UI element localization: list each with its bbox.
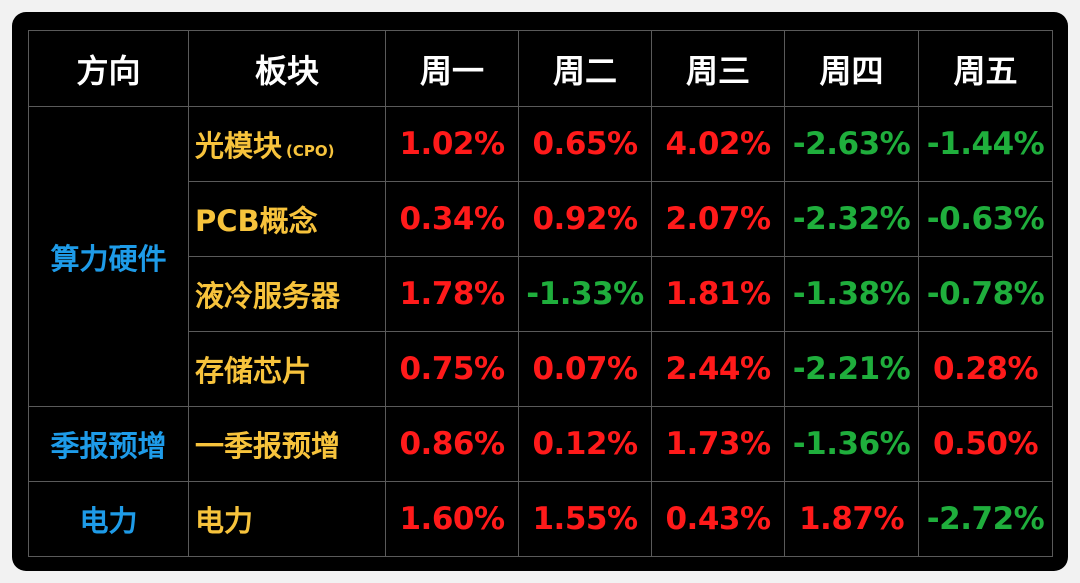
value-cell: 1.55% (518, 481, 652, 557)
value-cell: -2.72% (918, 481, 1053, 557)
sector-cell: 电力 (188, 481, 386, 557)
data-row: 液冷服务器 1.78% -1.33% 1.81% -1.38% -0.78% (29, 256, 1053, 332)
group-cell: 电力 (28, 481, 189, 557)
value-cell: 2.44% (651, 331, 785, 407)
sector-cell: PCB概念 (188, 181, 386, 257)
header-row: 方向 板块 周一 周二 周三 周四 周五 (28, 30, 1053, 107)
value-cell: -1.36% (784, 406, 919, 482)
header-cell: 周一 (385, 30, 519, 107)
value-cell: 4.02% (651, 106, 785, 182)
value-cell: -2.32% (784, 181, 919, 257)
group-cell: 算力硬件 (28, 106, 189, 407)
value-cell: -1.33% (518, 256, 652, 332)
value-cell: -1.44% (918, 106, 1053, 182)
value-cell: -2.21% (784, 331, 919, 407)
frame: 方向 板块 周一 周二 周三 周四 周五 算力硬件 光模块 (CPO) 1.02% 0.65% 4.0… (12, 12, 1068, 571)
data-row: 电力 电力 1.60% 1.55% 0.43% 1.87% -2.72% (28, 481, 1053, 557)
sector-cell: 液冷服务器 (188, 256, 386, 332)
sector-name: 一季报预增 (195, 429, 341, 463)
value-cell: 1.73% (651, 406, 785, 482)
sector-note: (CPO) (286, 142, 335, 160)
value-cell: 0.34% (385, 181, 519, 257)
value-cell: 1.78% (385, 256, 519, 332)
value-cell: -0.78% (918, 256, 1053, 332)
group-cell: 季报预增 (28, 406, 189, 482)
value-cell: 1.87% (784, 481, 919, 557)
value-cell: 1.60% (385, 481, 519, 557)
value-cell: 1.02% (385, 106, 519, 182)
value-cell: 1.81% (651, 256, 785, 332)
data-row: 存储芯片 0.75% 0.07% 2.44% -2.21% 0.28% (29, 331, 1053, 407)
sector-name: 光模块 (195, 129, 283, 163)
header-cell: 周五 (918, 30, 1053, 107)
value-cell: 0.43% (651, 481, 785, 557)
sector-name: PCB概念 (195, 204, 318, 238)
header-cell: 方向 (28, 30, 189, 107)
value-cell: 0.12% (518, 406, 652, 482)
value-cell: -1.38% (784, 256, 919, 332)
header-cell: 板块 (188, 30, 386, 107)
sector-cell: 光模块 (CPO) (188, 106, 386, 182)
header-cell: 周四 (784, 30, 919, 107)
data-row: 算力硬件 光模块 (CPO) 1.02% 0.65% 4.02% -2.63% -1.44% (28, 106, 1053, 407)
value-cell: -0.63% (918, 181, 1053, 257)
value-cell: 0.92% (518, 181, 652, 257)
value-cell: 0.50% (918, 406, 1053, 482)
value-cell: 0.75% (385, 331, 519, 407)
weekly-table: 方向 板块 周一 周二 周三 周四 周五 算力硬件 光模块 (CPO) 1.02% 0.65% 4.0… (28, 30, 1053, 557)
value-cell: 0.86% (385, 406, 519, 482)
header-cell: 周二 (518, 30, 652, 107)
value-cell: -2.63% (784, 106, 919, 182)
sector-name: 存储芯片 (195, 354, 312, 388)
data-row: 季报预增 一季报预增 0.86% 0.12% 1.73% -1.36% 0.50% (28, 406, 1053, 482)
value-cell: 2.07% (651, 181, 785, 257)
sector-name: 电力 (195, 504, 254, 538)
sector-name: 液冷服务器 (195, 279, 341, 313)
value-cell: 0.28% (918, 331, 1053, 407)
value-cell: 0.07% (518, 331, 652, 407)
sector-cell: 存储芯片 (188, 331, 386, 407)
sector-cell: 一季报预增 (188, 406, 386, 482)
value-cell: 0.65% (518, 106, 652, 182)
header-cell: 周三 (651, 30, 785, 107)
